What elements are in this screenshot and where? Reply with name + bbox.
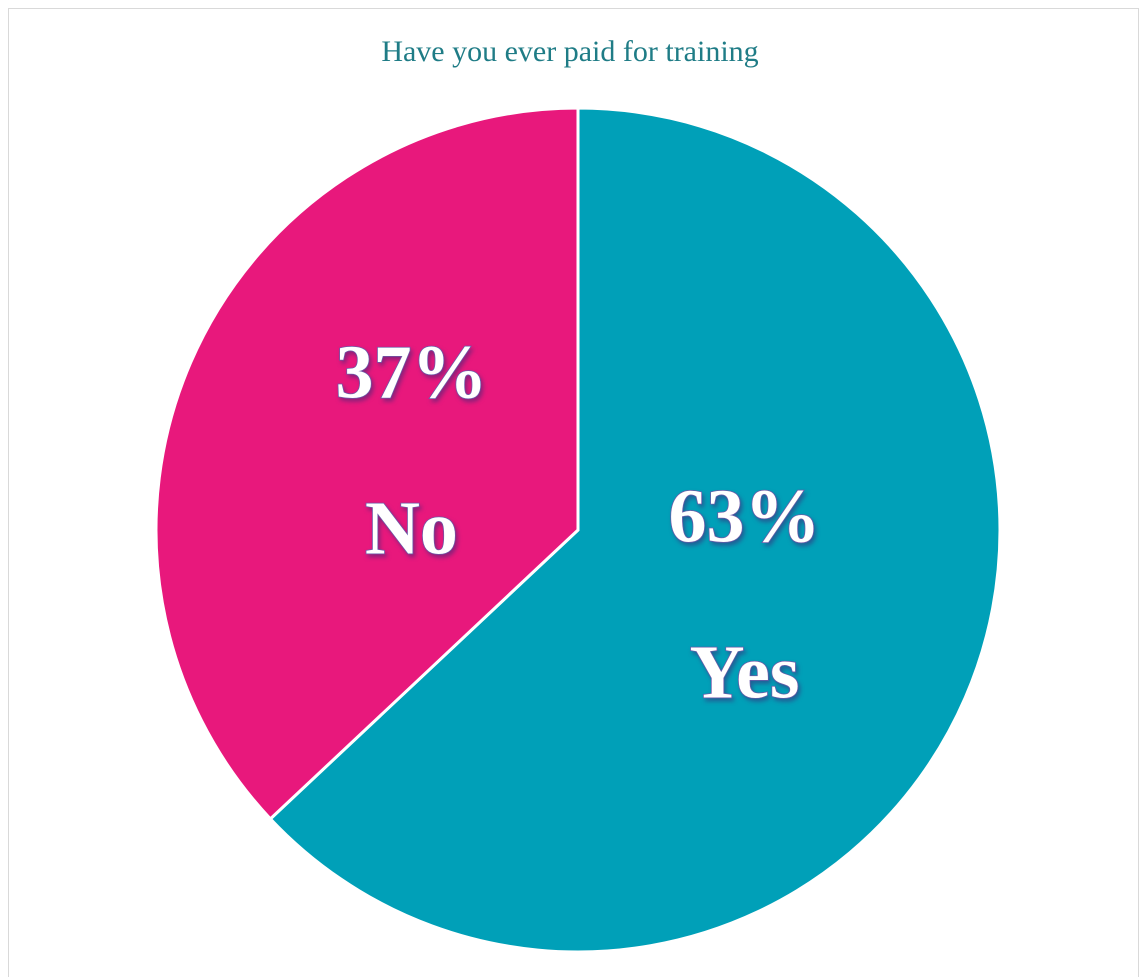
slice-category-label: Yes <box>690 631 800 715</box>
chart-frame <box>8 8 1139 977</box>
chart-title: Have you ever paid for training <box>381 35 758 68</box>
slice-value-label: 63% <box>669 475 821 559</box>
slice-category-label: No <box>365 486 458 570</box>
slice-value-label: 37% <box>335 330 487 414</box>
pie-slice <box>154 106 580 822</box>
pie-slice <box>268 106 1002 954</box>
